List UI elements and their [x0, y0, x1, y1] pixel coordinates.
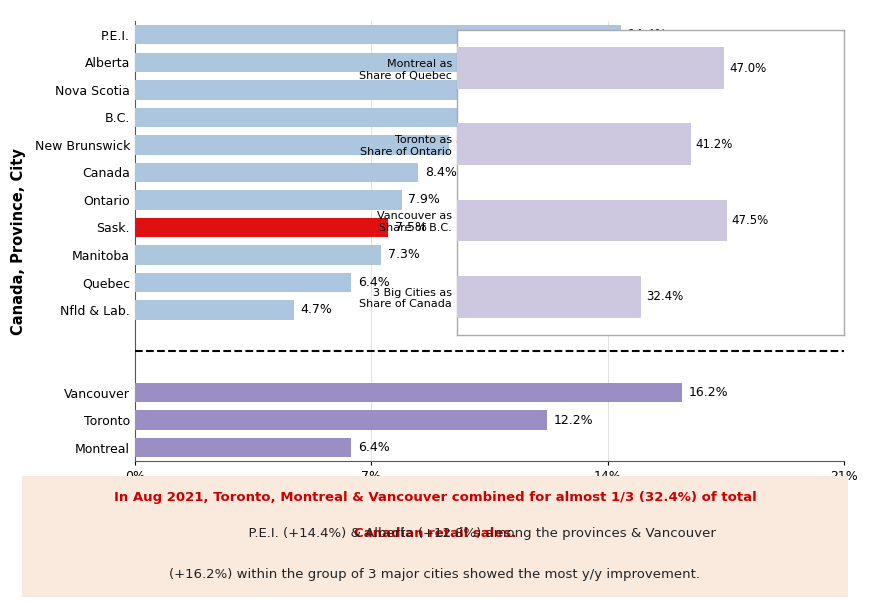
Bar [135, 218, 388, 237]
Text: (+16.2%) within the group of 3 major cities showed the most y/y improvement.: (+16.2%) within the group of 3 major cit… [169, 568, 700, 581]
Text: 16.2%: 16.2% [687, 386, 727, 399]
Bar [456, 276, 640, 318]
Bar [135, 245, 381, 265]
Text: 47.5%: 47.5% [731, 214, 768, 227]
Bar [135, 163, 418, 182]
Bar [135, 191, 401, 210]
Bar [135, 438, 350, 457]
Text: 4.7%: 4.7% [300, 303, 332, 317]
Text: 47.0%: 47.0% [728, 62, 766, 75]
Text: 14.4%: 14.4% [627, 28, 667, 42]
Bar [456, 124, 691, 165]
Text: Canadian retail sales.: Canadian retail sales. [354, 527, 515, 540]
Text: 7.3%: 7.3% [388, 248, 420, 262]
Text: 8.4%: 8.4% [425, 166, 456, 179]
Bar [135, 108, 459, 127]
Text: 7.5%: 7.5% [395, 221, 427, 234]
Text: 9.3%: 9.3% [455, 139, 487, 151]
Text: 12.2%: 12.2% [553, 414, 593, 426]
Bar [135, 52, 567, 72]
Bar [135, 383, 681, 402]
Text: 7.9%: 7.9% [408, 194, 440, 206]
Bar [135, 80, 472, 99]
Y-axis label: Canada, Province, City: Canada, Province, City [11, 148, 26, 335]
Bar [135, 135, 448, 154]
Bar [135, 273, 350, 292]
Text: 12.8%: 12.8% [574, 56, 613, 69]
Text: 41.2%: 41.2% [695, 138, 733, 151]
Bar [456, 200, 726, 241]
Bar [135, 411, 546, 430]
Text: 32.4%: 32.4% [645, 290, 682, 303]
FancyBboxPatch shape [10, 475, 859, 599]
X-axis label: % Change Y/Y: % Change Y/Y [432, 491, 546, 507]
Bar [135, 25, 620, 45]
Text: 9.6%: 9.6% [465, 111, 497, 124]
Text: 10.0%: 10.0% [479, 83, 519, 96]
Text: 6.4%: 6.4% [357, 276, 389, 289]
Text: P.E.I. (+14.4%) & Alberta (+12.8%) among the provinces & Vancouver: P.E.I. (+14.4%) & Alberta (+12.8%) among… [155, 527, 714, 540]
Text: In Aug 2021, Toronto, Montreal & Vancouver combined for almost 1/3 (32.4%) of to: In Aug 2021, Toronto, Montreal & Vancouv… [114, 491, 755, 504]
Text: 6.4%: 6.4% [357, 441, 389, 454]
Bar [456, 47, 724, 89]
Bar [135, 300, 293, 320]
